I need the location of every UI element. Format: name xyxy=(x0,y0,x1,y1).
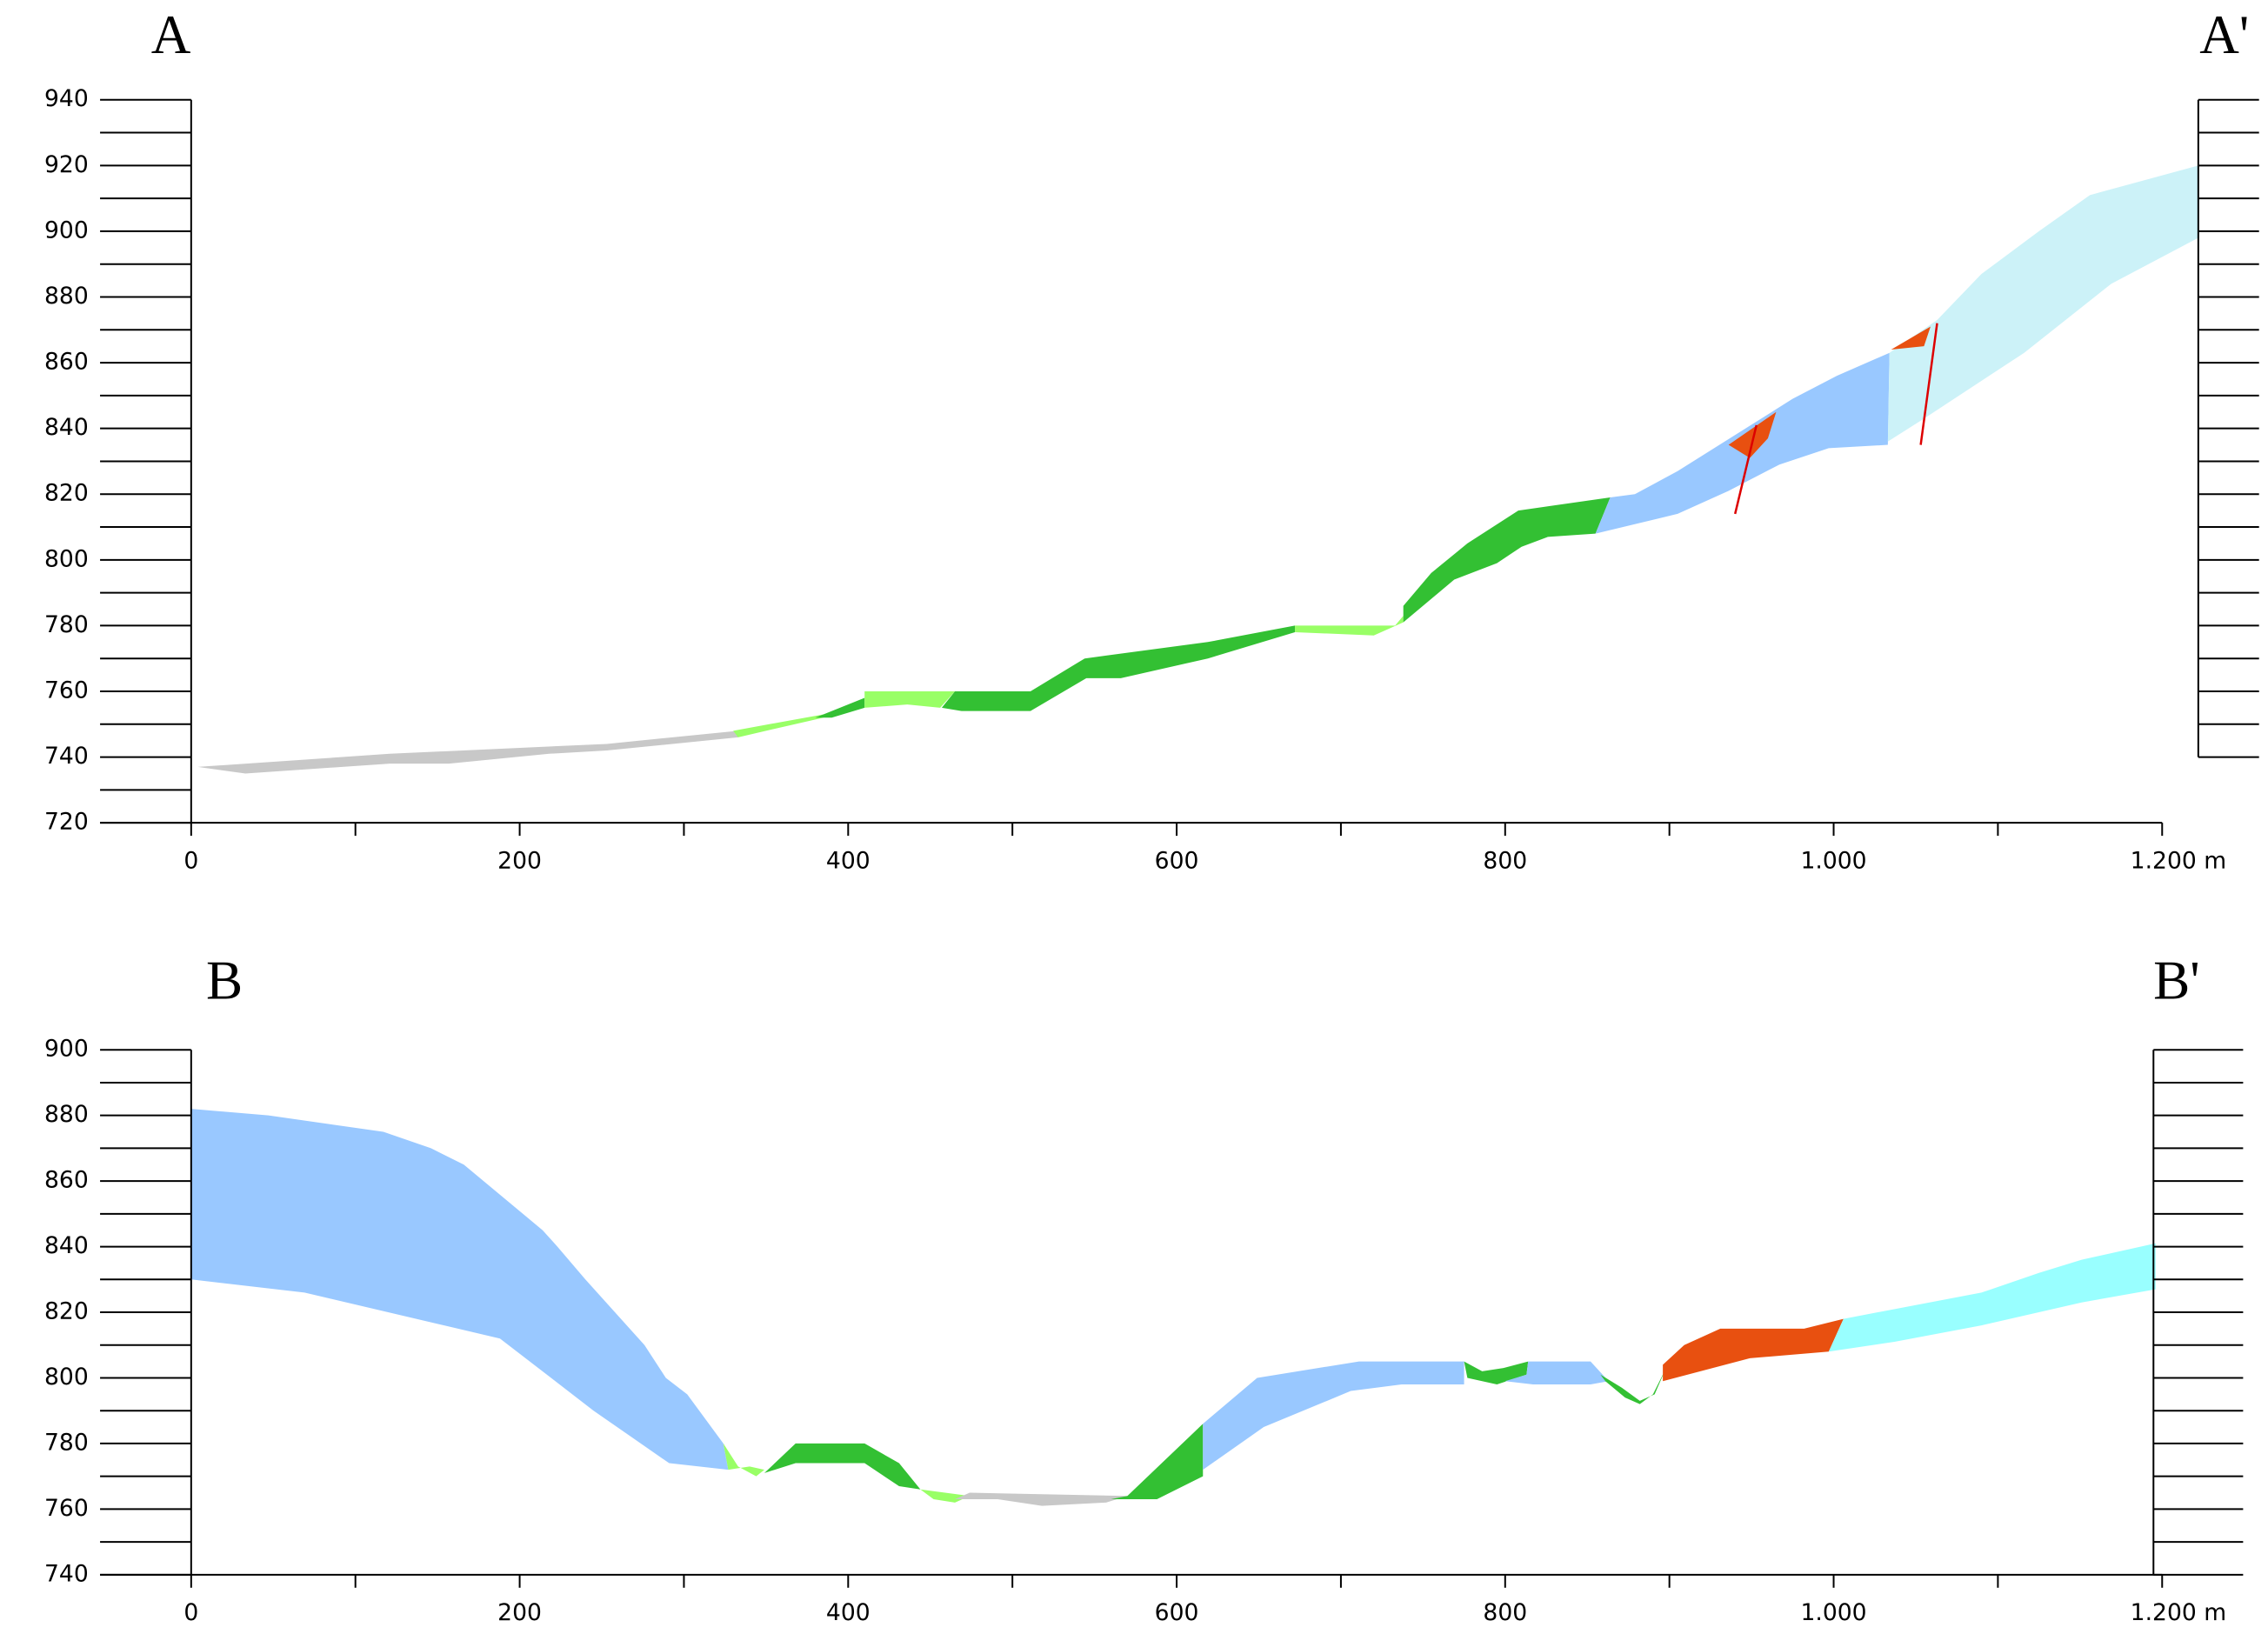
fault-line xyxy=(1733,424,1758,515)
y-tick-label: 760 xyxy=(44,677,89,704)
section-label: A' xyxy=(2199,4,2249,65)
geologic-unit xyxy=(1504,1361,1609,1385)
x-tick-label: 0 xyxy=(183,1599,198,1626)
y-tick-label: 720 xyxy=(44,809,89,836)
y-tick-label: 760 xyxy=(44,1495,89,1522)
x-tick-label: 1.200 m xyxy=(2131,1599,2227,1626)
geologic-unit xyxy=(1403,497,1611,623)
geologic-unit xyxy=(764,1443,921,1490)
y-tick-label: 780 xyxy=(44,1429,89,1456)
geologic-unit xyxy=(1663,1318,1844,1382)
geologic-unit xyxy=(1728,411,1777,458)
geologic-unit xyxy=(1828,1243,2156,1352)
geologic-unit xyxy=(1887,165,2198,442)
y-tick-label: 740 xyxy=(44,743,89,770)
y-tick-label: 820 xyxy=(44,480,89,507)
x-tick-label: 0 xyxy=(183,848,198,875)
x-tick-label: 200 xyxy=(497,1599,542,1626)
geologic-unit xyxy=(190,1109,729,1471)
x-tick-label: 800 xyxy=(1483,848,1527,875)
y-tick-label: 900 xyxy=(44,217,89,243)
x-tick-label: 200 xyxy=(497,848,542,875)
geologic-unit xyxy=(1295,616,1404,636)
geologic-unit xyxy=(1464,1361,1529,1385)
x-tick-label: 600 xyxy=(1155,848,1199,875)
geologic-unit xyxy=(1203,1361,1464,1471)
x-tick-label: 1.200 m xyxy=(2131,848,2227,875)
geologic-unit xyxy=(955,1492,1128,1506)
x-tick-label: 600 xyxy=(1155,1599,1199,1626)
section-label: A xyxy=(151,4,191,65)
y-tick-label: 880 xyxy=(44,283,89,310)
geologic-unit xyxy=(1111,1424,1204,1500)
geologic-unit xyxy=(941,625,1296,711)
y-tick-label: 820 xyxy=(44,1298,89,1325)
x-tick-label: 400 xyxy=(826,848,871,875)
y-tick-label: 780 xyxy=(44,611,89,638)
geologic-unit xyxy=(815,697,865,718)
y-tick-label: 740 xyxy=(44,1560,89,1587)
section-label: B' xyxy=(2153,950,2200,1011)
y-tick-label: 840 xyxy=(44,414,89,441)
section-label: B xyxy=(206,950,243,1011)
y-tick-label: 860 xyxy=(44,349,89,376)
y-tick-label: 900 xyxy=(44,1036,89,1063)
y-tick-label: 940 xyxy=(44,85,89,112)
y-tick-label: 840 xyxy=(44,1232,89,1259)
geologic-unit xyxy=(1600,1368,1666,1404)
y-tick-label: 920 xyxy=(44,151,89,178)
y-tick-label: 860 xyxy=(44,1167,89,1194)
geologic-unit xyxy=(733,714,824,737)
y-tick-label: 800 xyxy=(44,1364,89,1391)
x-tick-label: 1.000 xyxy=(1800,848,1866,875)
y-tick-label: 880 xyxy=(44,1101,89,1128)
x-tick-label: 800 xyxy=(1483,1599,1527,1626)
geologic-unit xyxy=(723,1443,764,1477)
geologic-unit xyxy=(864,690,956,708)
x-tick-label: 1.000 xyxy=(1800,1599,1866,1626)
x-tick-label: 400 xyxy=(826,1599,871,1626)
y-tick-label: 800 xyxy=(44,545,89,572)
fault-line xyxy=(1919,323,1938,445)
geologic-unit xyxy=(197,730,738,774)
geologic-unit xyxy=(1891,326,1931,350)
